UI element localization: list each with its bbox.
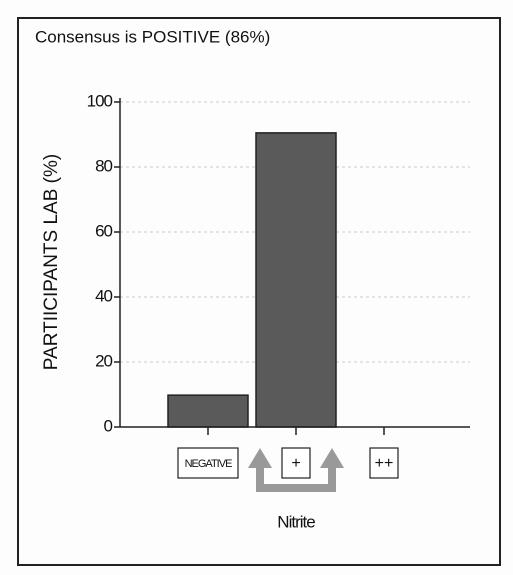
arrows [248, 448, 344, 492]
x-tick-label: ++ [375, 455, 394, 472]
category-box [177, 447, 239, 479]
category-box [369, 447, 399, 479]
y-tick-label: 0 [104, 416, 113, 435]
x-axis-label: Nitrite [277, 512, 315, 531]
x-tick-label: + [291, 455, 300, 472]
category-box [281, 447, 311, 479]
chart-title: Consensus is POSITIVE (86%) [35, 27, 270, 46]
x-tick-label: NEGATIVE [185, 458, 232, 470]
arrow-head [320, 448, 344, 468]
y-axis-label: PARTIICIPANTS LAB (%) [41, 154, 62, 370]
bar [167, 394, 249, 428]
arrow-head [248, 448, 272, 468]
y-tick-label: 80 [95, 156, 112, 175]
y-tick-label: 20 [95, 351, 112, 370]
arrow-bar [256, 484, 336, 492]
y-tick-label: 60 [95, 221, 112, 240]
arrow-shaft [328, 466, 336, 490]
y-tick-label: 40 [95, 286, 112, 305]
bar [255, 132, 337, 428]
frame [17, 17, 501, 566]
arrow-shaft [256, 466, 264, 490]
y-tick-label: 100 [87, 91, 113, 110]
